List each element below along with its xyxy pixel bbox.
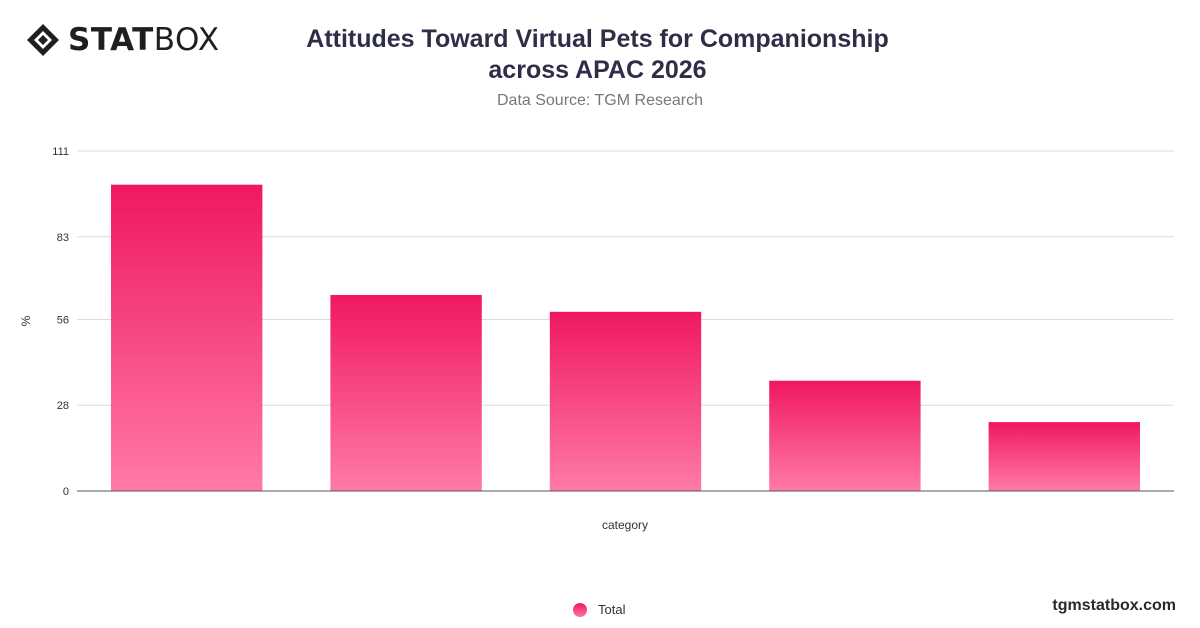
y-tick-label: 0 (63, 486, 69, 498)
bar-3[interactable] (549, 311, 702, 491)
chart-title: Attitudes Toward Virtual Pets for Compan… (290, 24, 905, 86)
chart-title-line2: across APAC 2026 (488, 56, 707, 84)
website-footer: tgmstatbox.com (1052, 597, 1176, 614)
y-tick-label: 56 (57, 314, 69, 326)
chart-title-line1: Attitudes Toward Virtual Pets for Compan… (306, 25, 889, 53)
chart-legend[interactable]: Total (573, 602, 625, 617)
bar-1[interactable] (111, 184, 263, 491)
logo-text-light: BOX (153, 22, 220, 58)
legend-swatch-total (573, 602, 587, 617)
y-tick-label: 111 (52, 146, 69, 158)
y-axis-ticks: 0 28 56 83 111 (52, 146, 69, 498)
statbox-logo: STATBOX (26, 22, 220, 58)
chart-source: Data Source: TGM Research (496, 92, 703, 109)
bar-5[interactable] (988, 422, 1140, 491)
bar-4[interactable] (769, 380, 921, 491)
bars (111, 184, 1140, 491)
logo-text-bold: STAT (68, 22, 154, 58)
bar-2[interactable] (330, 294, 482, 491)
y-tick-label: 28 (57, 400, 69, 412)
x-axis-title: category (602, 518, 648, 532)
statbox-diamond-icon (27, 24, 59, 56)
y-axis-title: % (19, 315, 33, 326)
y-tick-label: 83 (57, 232, 69, 244)
legend-label-total: Total (598, 602, 626, 617)
logo-wordmark: STATBOX (68, 22, 220, 58)
